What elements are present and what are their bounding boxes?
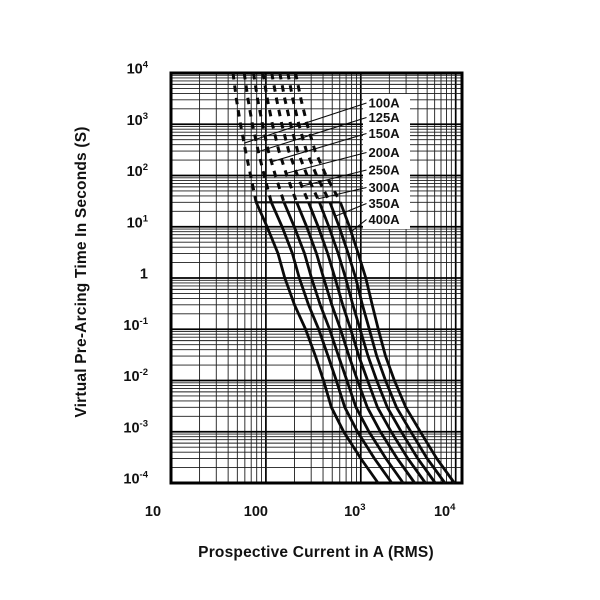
y-tick-label: 1	[140, 267, 148, 283]
leader-line-200A	[285, 151, 367, 174]
curve-dashed-400A	[294, 72, 342, 204]
y-tick-label: 103	[127, 111, 148, 129]
curve-label-125A: 125A	[369, 110, 401, 125]
leader-line-350A	[335, 202, 367, 217]
curve-solid-150A	[282, 201, 405, 484]
curve-label-100A: 100A	[369, 96, 401, 111]
y-tick-label: 10-1	[123, 316, 148, 334]
curve-label-250A: 250A	[369, 163, 401, 178]
curve-solid-200A	[295, 201, 416, 484]
y-axis-title: Virtual Pre-Arcing Time In Seconds (S)	[73, 126, 90, 417]
x-tick-label: 104	[434, 502, 456, 520]
curve-label-350A: 350A	[369, 196, 401, 211]
curve-solid-125A	[270, 201, 393, 484]
curve-dashed-200A	[261, 72, 299, 203]
curve-dashed-100A	[231, 72, 258, 203]
curve-dashed-250A	[270, 72, 310, 203]
curve-dashed-300A	[278, 72, 321, 203]
curve-label-150A: 150A	[369, 126, 401, 141]
curve-solid-100A	[254, 201, 380, 484]
leader-line-100A	[243, 102, 367, 144]
y-tick-label: 10-4	[123, 470, 148, 488]
curve-dashed-125A	[242, 72, 273, 203]
leader-line-150A	[271, 132, 367, 163]
y-tick-label: 10-2	[123, 367, 148, 385]
curve-label-200A: 200A	[369, 145, 401, 160]
log-grid	[170, 72, 462, 484]
x-tick-label: 100	[244, 504, 268, 520]
leader-line-250A	[301, 169, 367, 187]
x-axis-tick-labels: 10 100 103 104	[145, 502, 456, 520]
leader-line-125A	[258, 116, 367, 153]
y-tick-label: 102	[127, 162, 148, 180]
y-tick-label: 101	[127, 213, 149, 231]
plot-border	[169, 71, 464, 485]
curve-label-box	[363, 94, 410, 229]
y-tick-label: 104	[127, 60, 149, 78]
curve-solid-300A	[318, 201, 437, 484]
x-tick-label: 103	[344, 502, 365, 520]
x-tick-label: 10	[145, 504, 161, 520]
curve-solid-350A	[328, 201, 447, 484]
leader-line-300A	[317, 186, 367, 200]
fuse-curves	[231, 72, 456, 484]
y-axis-tick-labels: 104 103 102 101 1 10-1 10-2 10-3 10-4	[123, 60, 148, 488]
curve-label-300A: 300A	[369, 180, 401, 195]
leader-line-400A	[350, 219, 367, 233]
curve-solid-250A	[307, 201, 427, 484]
curve-label-400A: 400A	[369, 212, 401, 227]
curve-dashed-150A	[252, 72, 286, 203]
y-tick-label: 10-3	[123, 418, 148, 436]
x-axis-title: Prospective Current in A (RMS)	[198, 544, 434, 561]
curve-solid-400A	[339, 201, 456, 484]
